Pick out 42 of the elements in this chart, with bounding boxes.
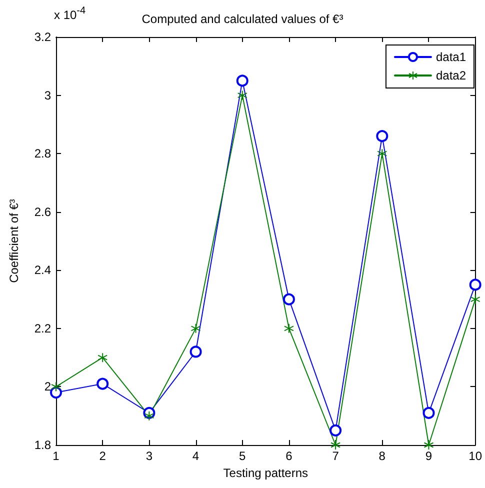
point: [237, 90, 248, 100]
x-tick-label: 4: [192, 449, 200, 463]
point: [282, 293, 295, 306]
y-tick-label: 3.2: [34, 30, 52, 44]
chart-title: Computed and calculated values of €³: [142, 12, 344, 26]
x-tick-label: 3: [146, 449, 153, 463]
y-tick-label: 2.6: [34, 204, 52, 219]
legend-label: data1: [436, 50, 466, 64]
point: [377, 148, 388, 159]
legend-label: data2: [436, 68, 466, 82]
point: [236, 74, 248, 87]
point: [424, 440, 434, 450]
y-tick-label: 1.8: [34, 438, 52, 452]
y-tick-label: 2.4: [34, 263, 52, 278]
point: [190, 323, 201, 334]
x-tick-label: 2: [99, 449, 106, 463]
y-tick-label: 2.2: [34, 321, 52, 336]
point: [284, 323, 294, 334]
point: [422, 406, 435, 419]
y-tick-label: 2: [44, 380, 52, 394]
y-tick-label: 3: [44, 88, 52, 102]
point: [330, 440, 341, 450]
x-tick-label: 6: [286, 449, 293, 463]
x-tick-label: 10: [468, 449, 482, 463]
point: [144, 410, 154, 421]
x-tick-label: 7: [332, 449, 340, 463]
point: [96, 378, 109, 390]
x-tick-label: 5: [239, 449, 246, 463]
x-tick-label: 9: [425, 449, 432, 463]
point: [376, 130, 388, 142]
point: [98, 352, 108, 363]
point: [51, 382, 61, 392]
point: [469, 278, 482, 291]
point: [50, 386, 62, 399]
y-tick-label: 2.8: [34, 146, 52, 161]
x-axis-title: Testing patterns: [223, 466, 308, 480]
x-tick-label: 1: [52, 449, 60, 463]
point: [470, 294, 480, 304]
point: [330, 424, 342, 436]
point: [190, 346, 202, 358]
y-axis-title: Coefficient of €³: [7, 199, 21, 283]
x-tick-label: 8: [378, 449, 386, 463]
